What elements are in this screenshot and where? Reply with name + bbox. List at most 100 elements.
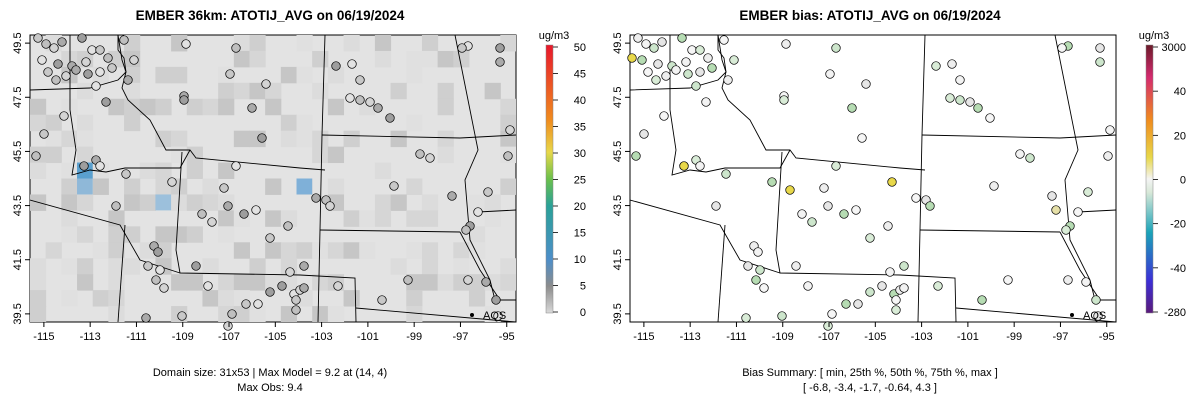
grid-cell (139, 98, 156, 116)
bias-point (1057, 43, 1067, 53)
grid-cell (500, 258, 516, 275)
grid-cell (312, 130, 329, 148)
bias-point (827, 309, 837, 319)
grid-cell (327, 178, 345, 195)
grid-cell (186, 194, 203, 211)
grid-cell (186, 162, 203, 179)
bias-point (853, 299, 863, 309)
obs-point (111, 201, 121, 211)
obs-point (159, 283, 169, 293)
grid-cell (108, 258, 125, 275)
x-tick-label: -101 (357, 331, 379, 343)
colorbar-tick-label: 35 (574, 122, 586, 134)
obs-point (191, 261, 201, 271)
obs-point (331, 61, 341, 71)
grid-cell (296, 114, 313, 132)
obs-point (91, 81, 101, 91)
grid-cell (265, 210, 282, 227)
grid-cell (30, 258, 47, 275)
grid-cell (421, 258, 439, 275)
grid-cell (77, 274, 94, 291)
obs-point (425, 153, 435, 163)
grid-cell (124, 194, 141, 211)
bias-point-high (887, 177, 897, 187)
obs-point (101, 97, 111, 107)
obs-point (241, 299, 251, 309)
bias-point (695, 45, 705, 55)
colorbar-tick-label: 15 (574, 228, 586, 240)
obs-point (495, 57, 505, 67)
obs-point (461, 225, 471, 235)
obs-point (151, 275, 161, 285)
obs-point (95, 161, 105, 171)
y-tick-label: 45.5 (612, 141, 624, 162)
right-footer-line-1: Bias Summary: [ min, 25th %, 50th %, 75t… (742, 367, 998, 379)
grid-cell (343, 35, 360, 52)
right-map-title: EMBER bias: ATOTIJ_AVG on 06/19/2024 (739, 8, 1001, 23)
right-footer-line-2: [ -6.8, -3.4, -1.7, -0.64, 4.3 ] (803, 382, 937, 394)
right-colorbar-units: ug/m3 (1139, 30, 1170, 42)
grid-cell (92, 290, 109, 307)
grid-cell (312, 242, 329, 259)
bias-point-high (785, 185, 795, 195)
bias-point (911, 193, 921, 203)
grid-cell (202, 178, 219, 195)
colorbar-tick-label: 0 (580, 307, 586, 319)
grid-cell (45, 242, 62, 259)
obs-point (197, 209, 207, 219)
grid-cell (453, 258, 470, 275)
bias-point (825, 69, 835, 79)
bias-point (807, 217, 817, 227)
bias-point (1105, 125, 1115, 135)
obs-point (141, 313, 151, 323)
bias-point (743, 261, 753, 271)
bias-point (643, 67, 653, 77)
grid-cell (186, 274, 203, 291)
grid-cell (484, 82, 501, 100)
colorbar-tick-label: -20 (1170, 219, 1186, 231)
x-tick-label: -115 (33, 331, 54, 343)
grid-cell (30, 114, 47, 132)
bias-point (891, 305, 901, 315)
grid-cell (92, 178, 109, 195)
bias-point-high (679, 161, 689, 171)
bias-point (989, 181, 999, 191)
bias-point (681, 57, 691, 67)
grid-cell (108, 98, 125, 116)
x-tick-label: -101 (957, 331, 979, 343)
obs-point (457, 43, 467, 53)
grid-cell (108, 242, 125, 259)
bias-point (707, 63, 717, 73)
bias-point (659, 111, 669, 121)
grid-cell (390, 82, 407, 100)
grid-cell (186, 98, 203, 116)
obs-point (119, 35, 129, 45)
obs-point (247, 103, 257, 113)
obs-point (239, 209, 249, 219)
right-station-label: AQS (1083, 310, 1106, 322)
x-tick-label: -113 (680, 331, 701, 343)
obs-point (377, 295, 387, 305)
obs-point (49, 43, 59, 53)
obs-point (345, 93, 355, 103)
grid-cell (171, 226, 188, 243)
obs-point (283, 221, 293, 231)
bias-point (779, 95, 789, 105)
bias-point (633, 33, 643, 43)
bias-point (933, 281, 943, 291)
bias-point (723, 75, 733, 85)
obs-point (51, 75, 61, 85)
grid-cell (139, 162, 156, 179)
obs-point (231, 161, 241, 171)
bias-point (925, 201, 935, 211)
bias-point (1083, 187, 1093, 197)
bias-point (1003, 275, 1013, 285)
x-tick-label: -99 (1006, 331, 1022, 343)
grid-cell (468, 274, 486, 291)
grid-cell (218, 290, 235, 307)
bias-point (823, 201, 833, 211)
grid-cell-high (296, 178, 313, 195)
obs-point (491, 295, 501, 305)
right-state-boundaries (630, 35, 1116, 322)
bias-point (891, 295, 901, 305)
